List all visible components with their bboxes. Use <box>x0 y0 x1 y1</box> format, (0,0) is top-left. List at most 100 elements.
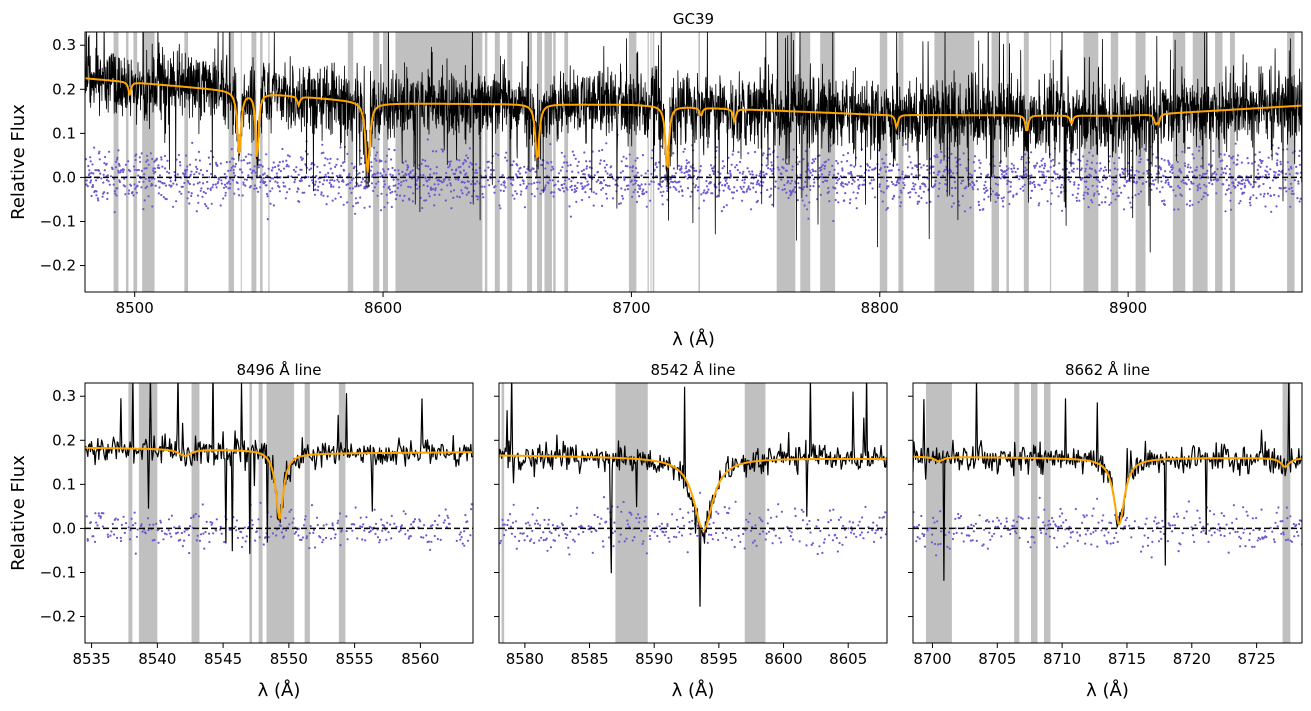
residual-point <box>1191 203 1194 206</box>
residual-point <box>210 150 213 153</box>
residual-point <box>584 191 587 194</box>
residual-point <box>247 153 250 156</box>
masked-region <box>879 32 888 292</box>
residual-point <box>1159 530 1162 533</box>
residual-point <box>859 165 862 168</box>
residual-point <box>258 536 261 539</box>
residual-point <box>574 157 577 160</box>
residual-point <box>1277 195 1280 198</box>
residual-point <box>393 169 396 172</box>
residual-point <box>547 523 550 526</box>
residual-point <box>1084 542 1087 545</box>
residual-point <box>370 161 373 164</box>
residual-point <box>524 171 528 174</box>
residual-point <box>470 503 473 506</box>
residual-point <box>1109 189 1112 192</box>
residual-point <box>660 522 664 525</box>
x-tick-label: 8605 <box>829 650 867 668</box>
residual-point <box>480 185 483 188</box>
residual-point <box>219 204 222 207</box>
masked-region <box>1006 32 1009 292</box>
zoom-panel-8496: 8535 8540 8545 8550 8555 8560−0.2−0.10.00.10.… <box>8 360 474 701</box>
residual-point <box>1236 163 1239 166</box>
residual-point <box>634 159 637 162</box>
residual-point <box>340 164 343 167</box>
residual-point <box>737 534 740 537</box>
residual-point <box>638 195 641 198</box>
residual-point <box>164 184 168 187</box>
residual-point <box>1222 183 1225 186</box>
residual-point <box>87 164 90 168</box>
residual-point <box>405 173 408 176</box>
residual-point <box>546 549 549 552</box>
residual-point <box>652 180 655 184</box>
residual-point <box>102 512 105 515</box>
residual-point <box>787 196 790 200</box>
residual-point <box>325 175 328 179</box>
residual-point <box>313 546 317 549</box>
residual-point <box>212 532 215 535</box>
residual-point <box>600 188 603 191</box>
masked-region <box>744 383 766 643</box>
residual-point <box>582 530 585 534</box>
residual-point <box>346 538 349 541</box>
residual-point <box>840 160 843 163</box>
residual-point <box>828 200 831 203</box>
residual-point <box>123 185 127 188</box>
residual-point <box>635 179 638 183</box>
residual-point <box>102 181 105 184</box>
y-tick-label: −0.1 <box>40 212 76 230</box>
residual-point <box>506 159 509 162</box>
residual-point <box>428 178 431 181</box>
residual-point <box>382 524 386 527</box>
residual-point <box>1246 157 1249 160</box>
residual-point <box>253 184 257 187</box>
residual-point <box>1188 204 1191 207</box>
residual-point <box>1069 180 1072 183</box>
residual-point <box>881 158 884 161</box>
residual-point <box>1139 190 1143 193</box>
residual-point <box>1198 145 1201 148</box>
y-tick-label: 0.1 <box>52 475 76 493</box>
residual-point <box>948 547 951 550</box>
residual-point <box>1290 192 1293 195</box>
residual-point <box>1215 192 1218 195</box>
masked-region <box>527 32 533 292</box>
residual-point <box>1198 174 1201 177</box>
residual-point <box>301 191 304 194</box>
residual-point <box>1181 150 1184 153</box>
residual-point <box>1289 182 1293 185</box>
residual-point <box>1090 199 1093 202</box>
residual-point <box>1189 199 1192 202</box>
masked-region <box>1215 32 1223 292</box>
residual-point <box>290 175 293 178</box>
residual-point <box>721 160 725 163</box>
residual-point <box>572 538 575 541</box>
residual-point <box>934 183 937 186</box>
residual-point <box>1002 196 1006 199</box>
residual-point <box>326 158 329 161</box>
residual-point <box>1060 524 1063 528</box>
residual-point <box>841 543 844 546</box>
residual-point <box>751 541 755 544</box>
residual-point <box>1082 194 1085 197</box>
residual-point <box>137 174 140 177</box>
residual-point <box>769 153 772 156</box>
residual-point <box>1061 512 1064 515</box>
residual-point <box>899 205 902 208</box>
residual-point <box>782 158 785 161</box>
residual-point <box>197 201 200 204</box>
residual-point <box>939 510 942 513</box>
residual-point <box>1040 188 1043 191</box>
residual-point <box>982 208 985 211</box>
residual-point <box>306 535 309 538</box>
residual-point <box>374 154 377 157</box>
residual-point <box>452 189 456 192</box>
residual-point <box>614 179 617 182</box>
residual-point <box>243 178 246 181</box>
residual-point <box>1274 171 1277 174</box>
residual-point <box>1291 190 1294 193</box>
residual-point <box>978 159 981 162</box>
residual-point <box>712 172 715 175</box>
residual-point <box>664 174 667 177</box>
